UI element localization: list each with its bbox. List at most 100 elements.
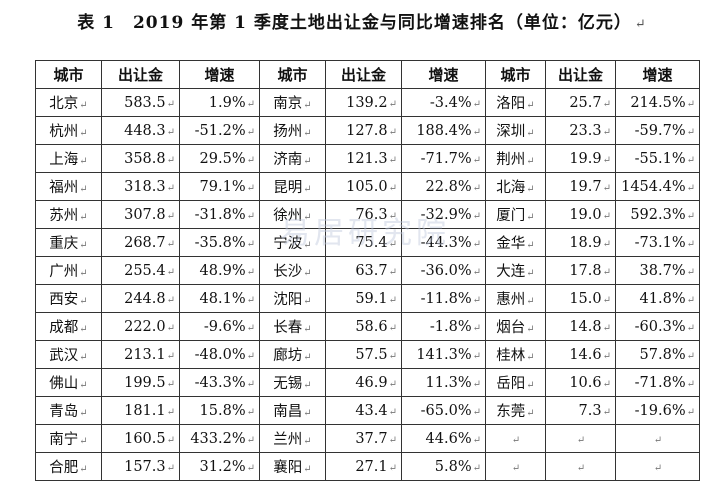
paragraph-mark-icon: ↵ — [388, 98, 397, 110]
cell-text: 大连 — [496, 264, 526, 280]
growth-cell: -44.3%↵ — [401, 228, 486, 257]
paragraph-mark-icon: ↵ — [576, 434, 586, 446]
table-row: 青岛↵ 181.1↵ 15.8%↵ 南昌↵ 43.4↵ -65.0%↵ 东莞↵ 7.3↵ -19… — [35, 396, 700, 425]
city-cell: 无锡↵ — [259, 368, 326, 397]
cell-text: -3.4% — [429, 94, 472, 111]
cell-text: 76.3 — [355, 206, 388, 223]
cell-text: 214.5% — [630, 94, 686, 111]
growth-cell: 1.9%↵ — [179, 88, 260, 117]
revenue-cell: 583.5↵ — [101, 88, 180, 117]
revenue-cell: 57.5↵ — [325, 340, 402, 369]
paragraph-mark-icon: ↵ — [303, 240, 312, 251]
table-row: 南宁↵ 160.5↵ 433.2%↵ 兰州↵ 37.7↵ 44.6%↵ ↵ ↵ ↵ — [35, 424, 700, 453]
city-cell: 深圳↵ — [485, 116, 546, 145]
paragraph-mark-icon: ↵ — [79, 128, 88, 139]
paragraph-mark-icon: ↵ — [388, 378, 397, 390]
cell-text: 25.7 — [569, 94, 602, 111]
cell-text: 北海 — [496, 180, 526, 196]
revenue-cell: 19.9↵ — [545, 144, 616, 173]
cell-text: 南京 — [273, 96, 303, 112]
cell-text: -55.1% — [634, 150, 686, 167]
paragraph-mark-icon: ↵ — [686, 238, 695, 250]
paragraph-mark-icon: ↵ — [79, 436, 88, 447]
paragraph-mark-icon: ↵ — [166, 98, 175, 110]
cell-text: 15.8% — [199, 402, 246, 419]
paragraph-mark-icon: ↵ — [303, 128, 312, 139]
table-row: 广州↵ 255.4↵ 48.9%↵ 长沙↵ 63.7↵ -36.0%↵ 大连↵ 17.8↵ 38… — [35, 256, 700, 285]
paragraph-mark-icon: ↵ — [472, 154, 481, 166]
city-cell: 南昌↵ — [259, 396, 326, 425]
cell-text: 重庆 — [49, 236, 79, 252]
revenue-cell: 19.0↵ — [545, 200, 616, 229]
cell-text: 15.0 — [569, 290, 602, 307]
revenue-cell: 157.3↵ — [101, 452, 180, 481]
paragraph-mark-icon: ↵ — [166, 434, 175, 446]
paragraph-mark-icon: ↵ — [602, 322, 611, 334]
cell-text: 199.5 — [124, 374, 166, 391]
cell-text: 东莞 — [496, 404, 526, 420]
paragraph-mark-icon: ↵ — [602, 266, 611, 278]
revenue-cell: 307.8↵ — [101, 200, 180, 229]
paragraph-mark-icon: ↵ — [526, 296, 535, 307]
growth-cell: -65.0%↵ — [401, 396, 486, 425]
growth-cell: -51.2%↵ — [179, 116, 260, 145]
cell-text: 57.5 — [355, 346, 388, 363]
paragraph-mark-icon: ↵ — [303, 408, 312, 419]
cell-text: 西安 — [49, 292, 79, 308]
paragraph-mark-icon: ↵ — [526, 268, 535, 279]
paragraph-mark-icon: ↵ — [388, 350, 397, 362]
revenue-cell: 76.3↵ — [325, 200, 402, 229]
growth-cell: 48.9%↵ — [179, 256, 260, 285]
cell-text: 襄阳 — [273, 460, 303, 476]
cell-text: 63.7 — [355, 262, 388, 279]
paragraph-mark-icon: ↵ — [686, 294, 695, 306]
paragraph-mark-icon: ↵ — [602, 126, 611, 138]
cell-text: 成都 — [49, 320, 79, 336]
cell-text: 武汉 — [49, 348, 79, 364]
cell-text: 青岛 — [49, 404, 79, 420]
city-cell: 洛阳↵ — [485, 88, 546, 117]
paragraph-mark-icon: ↵ — [79, 380, 88, 391]
cell-text: 75.4 — [355, 234, 388, 251]
revenue-cell: ↵ — [545, 424, 616, 453]
city-cell: 扬州↵ — [259, 116, 326, 145]
growth-cell: 31.2%↵ — [179, 452, 260, 481]
paragraph-mark-icon: ↵ — [686, 210, 695, 222]
growth-cell: -60.3%↵ — [615, 312, 700, 341]
cell-text: 烟台 — [496, 320, 526, 336]
growth-cell: -73.1%↵ — [615, 228, 700, 257]
paragraph-mark-icon: ↵ — [511, 462, 521, 474]
growth-cell: 592.3%↵ — [615, 200, 700, 229]
paragraph-mark-icon: ↵ — [526, 100, 535, 111]
paragraph-mark-icon: ↵ — [166, 210, 175, 222]
growth-cell: -1.8%↵ — [401, 312, 486, 341]
paragraph-mark-icon: ↵ — [472, 98, 481, 110]
growth-cell: -59.7%↵ — [615, 116, 700, 145]
paragraph-mark-icon: ↵ — [79, 268, 88, 279]
growth-cell: 214.5%↵ — [615, 88, 700, 117]
paragraph-mark-icon: ↵ — [388, 294, 397, 306]
paragraph-mark-icon: ↵ — [602, 350, 611, 362]
cell-text: 244.8 — [124, 290, 166, 307]
cell-text: 宁波 — [273, 236, 303, 252]
paragraph-mark-icon: ↵ — [246, 294, 255, 306]
cell-text: 18.9 — [569, 234, 602, 251]
revenue-cell: 46.9↵ — [325, 368, 402, 397]
paragraph-mark-icon: ↵ — [686, 350, 695, 362]
cell-text: 141.3% — [416, 346, 472, 363]
city-cell: 武汉↵ — [35, 340, 102, 369]
cell-text: 44.6% — [425, 430, 472, 447]
paragraph-mark-icon: ↵ — [388, 210, 397, 222]
paragraph-mark-icon: ↵ — [526, 184, 535, 195]
paragraph-mark-icon: ↵ — [526, 408, 535, 419]
cell-text: 长沙 — [273, 264, 303, 280]
paragraph-mark-icon: ↵ — [576, 462, 586, 474]
cell-text: 160.5 — [124, 430, 166, 447]
cell-text: 318.3 — [124, 178, 166, 195]
growth-cell: -71.7%↵ — [401, 144, 486, 173]
cell-text: -19.6% — [634, 402, 686, 419]
cell-text: 洛阳 — [496, 96, 526, 112]
cell-text: 沈阳 — [273, 292, 303, 308]
cell-text: 188.4% — [416, 122, 472, 139]
paragraph-mark-icon: ↵ — [388, 406, 397, 418]
